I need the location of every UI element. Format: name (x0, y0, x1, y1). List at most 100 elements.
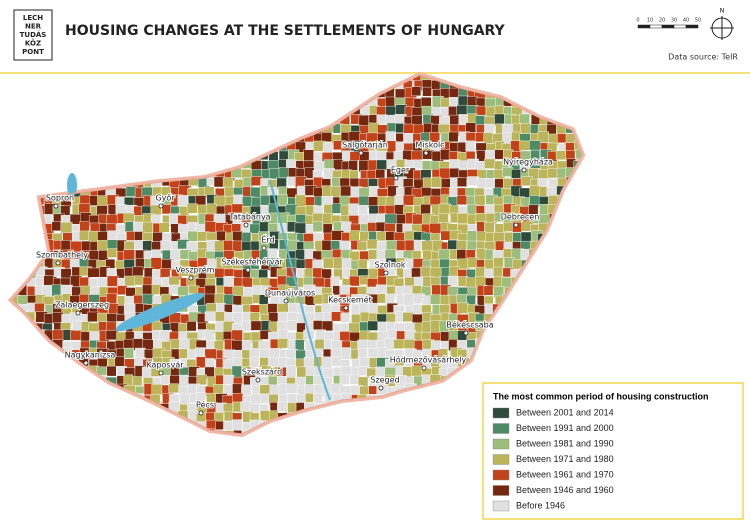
settlement (72, 104, 83, 115)
settlement (152, 160, 165, 171)
settlement (249, 403, 260, 413)
settlement (375, 150, 388, 161)
settlement (214, 268, 226, 278)
settlement (576, 214, 582, 226)
settlement (458, 375, 469, 387)
settlement (324, 440, 335, 450)
settlement (241, 149, 252, 161)
settlement (303, 115, 315, 128)
settlement (368, 412, 378, 424)
settlement (17, 79, 30, 89)
settlement (476, 231, 487, 242)
settlement (438, 419, 449, 432)
settlement (565, 347, 578, 360)
settlement (197, 133, 211, 143)
settlement (566, 106, 578, 117)
settlement (423, 410, 435, 422)
settlement (549, 295, 561, 306)
settlement (521, 303, 534, 315)
settlement (98, 410, 111, 423)
settlement (513, 320, 524, 330)
settlement (268, 430, 281, 434)
settlement (160, 240, 172, 252)
settlement (35, 124, 47, 136)
settlement (564, 313, 576, 326)
settlement (87, 428, 98, 434)
settlement (105, 123, 118, 135)
settlement (241, 124, 253, 138)
settlement (27, 107, 38, 119)
settlement (188, 95, 200, 107)
settlement (79, 86, 92, 97)
settlement (35, 365, 47, 376)
settlement (585, 177, 597, 186)
settlement (385, 403, 399, 415)
settlement (548, 87, 559, 99)
city-dot (521, 167, 527, 173)
settlement (12, 329, 17, 342)
settlement (114, 392, 126, 405)
settlement (12, 196, 21, 209)
settlement (529, 285, 540, 296)
settlement (297, 86, 308, 97)
settlement (474, 368, 487, 380)
settlement (322, 257, 335, 269)
settlement (530, 322, 543, 333)
settlement (367, 320, 378, 331)
settlement (42, 106, 53, 117)
settlement (12, 401, 19, 413)
settlement (411, 421, 423, 432)
settlement (25, 168, 37, 180)
settlement (529, 96, 541, 108)
settlement (249, 106, 261, 117)
settlement (206, 106, 216, 119)
settlement (549, 95, 562, 109)
settlement (467, 402, 479, 415)
settlement (349, 430, 360, 434)
settlement (413, 159, 424, 170)
settlement (115, 116, 126, 127)
settlement (259, 221, 269, 234)
settlement (12, 430, 18, 434)
settlement (295, 339, 305, 351)
settlement (197, 204, 208, 215)
settlement (51, 141, 62, 152)
legend-label: Before 1946 (516, 500, 565, 510)
settlement (35, 79, 47, 90)
settlement (252, 439, 264, 450)
settlement (52, 440, 61, 451)
settlement (143, 97, 154, 109)
settlement (261, 439, 273, 448)
settlement (134, 275, 144, 286)
settlement (35, 141, 45, 153)
settlement (16, 104, 27, 115)
settlement (87, 122, 99, 134)
settlement (43, 349, 55, 361)
settlement (135, 97, 147, 109)
settlement (36, 338, 47, 351)
settlement (16, 368, 29, 381)
settlement (90, 159, 103, 172)
settlement (583, 116, 593, 127)
settlement (294, 421, 307, 433)
settlement (160, 186, 171, 198)
settlement (377, 440, 389, 451)
settlement (414, 439, 425, 448)
settlement (97, 421, 109, 432)
settlement (70, 142, 82, 155)
settlement (258, 106, 270, 119)
settlement (348, 160, 358, 171)
settlement (269, 104, 280, 115)
settlement (430, 276, 441, 287)
settlement (24, 366, 37, 379)
settlement (503, 366, 515, 378)
settlement (420, 421, 432, 434)
settlement (159, 122, 170, 134)
settlement (285, 96, 296, 108)
settlement (583, 206, 595, 218)
settlement (186, 87, 199, 98)
settlement (106, 440, 117, 452)
settlement (458, 395, 470, 406)
settlement (26, 231, 37, 244)
settlement (177, 114, 190, 127)
